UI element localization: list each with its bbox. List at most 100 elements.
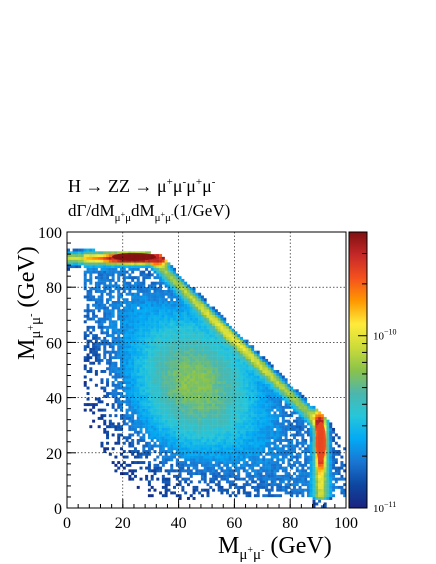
heatmap-cell [323,505,327,508]
heatmap-cell [234,403,238,407]
heatmap-cell [223,452,227,456]
heatmap-cell [223,345,227,349]
heatmap-cell [128,267,132,271]
heatmap-cell [315,461,319,465]
heatmap-cell [198,394,202,398]
heatmap-cell [164,381,168,384]
heatmap-cell [212,381,216,384]
heatmap-cell [147,345,151,349]
heatmap-cell [267,378,271,382]
y-axis-title: Mμ+μ- (GeV) [14,246,44,360]
heatmap-cell [279,392,283,396]
heatmap-cell [161,273,165,277]
heatmap-cell [239,372,243,376]
heatmap-cell [192,485,196,489]
heatmap-cell [206,367,210,371]
heatmap-cell [117,347,121,351]
heatmap-cell [173,334,177,338]
heatmap-cell [125,400,129,404]
heatmap-cell [262,480,266,484]
heatmap-cell [153,345,157,349]
heatmap-cell [161,331,165,335]
heatmap-cell [251,474,255,478]
heatmap-cell [279,405,283,409]
heatmap-cell [142,378,146,382]
heatmap-cell [329,466,333,470]
heatmap-cell [203,334,207,338]
heatmap-cell [226,455,230,459]
heatmap-cell [122,281,126,285]
heatmap-cell [145,397,149,401]
heatmap-cell [223,336,227,340]
heatmap-cell [147,339,151,343]
heatmap-cell [189,394,193,398]
heatmap-cell [133,474,137,478]
heatmap-cell [212,378,216,382]
heatmap-cell [173,323,177,327]
heatmap-cell [284,433,288,437]
heatmap-cell [150,334,154,338]
heatmap-cell [147,287,151,291]
heatmap-cell [256,430,260,434]
heatmap-cell [175,276,179,280]
heatmap-cell [131,411,135,415]
heatmap-cell [189,439,193,442]
heatmap-cell [295,419,299,423]
heatmap-cell [67,256,70,260]
heatmap-cell [117,312,121,315]
heatmap-cell [167,458,171,462]
heatmap-cell [214,425,218,429]
heatmap-cell [223,436,227,440]
heatmap-cell [147,405,151,409]
heatmap-cell [189,480,193,484]
heatmap-cell [136,262,140,266]
x-axis-title: Mμ+μ- (GeV) [218,533,332,563]
heatmap-cell [228,444,232,448]
heatmap-cell [209,370,213,373]
heatmap-cell [153,259,157,263]
heatmap-cell [259,392,263,396]
heatmap-cell [145,411,149,415]
heatmap-cell [203,303,207,307]
heatmap-cell [133,353,137,357]
heatmap-cell [136,422,140,426]
heatmap-cell [228,386,232,390]
heatmap-cell [106,284,110,288]
heatmap-cell [273,441,277,445]
heatmap-cell [242,414,246,418]
heatmap-cell [251,394,255,398]
heatmap-cell [136,403,140,407]
heatmap-cell [164,394,168,398]
heatmap-cell [203,458,207,462]
heatmap-cell [145,394,149,398]
heatmap-cell [83,259,87,263]
heatmap-cell [192,392,196,396]
heatmap-cell [203,463,207,467]
heatmap-cell [69,259,73,263]
heatmap-cell [178,427,182,431]
heatmap-cell [223,372,227,376]
heatmap-cell [212,353,216,357]
heatmap-cell [147,494,151,498]
heatmap-cell [276,477,280,481]
heatmap-cell [142,452,146,456]
heatmap-cell [173,433,177,437]
heatmap-cell [142,422,146,426]
heatmap-cell [192,353,196,357]
heatmap-cell [334,469,338,473]
heatmap-cell [125,422,129,426]
heatmap-cell [217,485,221,489]
heatmap-cell [195,469,199,473]
heatmap-cell [281,427,285,431]
heatmap-cell [150,447,154,451]
heatmap-cell [265,430,269,434]
heatmap-cell [142,367,146,371]
heatmap-cell [86,292,90,296]
heatmap-cell [150,397,154,401]
heatmap-cell [178,375,182,379]
heatmap-cell [284,394,288,398]
heatmap-cell [178,339,182,343]
heatmap-cell [259,400,263,404]
heatmap-cell [178,416,182,420]
heatmap-cell [189,301,193,304]
